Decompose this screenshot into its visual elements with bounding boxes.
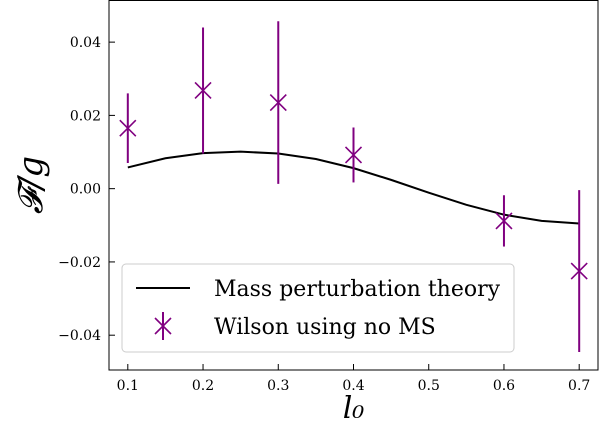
legend-label-wilson: Wilson using no MS [214,315,436,340]
x-tick-label: 0.4 [342,378,364,394]
wilson-data-point [570,190,588,353]
y-tick-label: 0.02 [70,108,101,124]
x-tick-label: 0.5 [418,378,440,394]
x-marker [570,262,588,280]
x-tick-label: 0.3 [267,378,289,394]
x-marker [269,94,287,112]
plot-area: 0.1 0.2 0.3 0.4 0.5 0.6 0.7 −0.04 −0.02 0.00 0.02 0… [58,0,599,394]
x-marker [119,119,137,137]
y-tick-label: 0.00 [70,182,101,198]
y-tick-label: −0.02 [58,255,101,271]
legend-errorbar-swatch [154,312,172,340]
wilson-data-point [495,195,513,247]
plot-frame [108,0,599,371]
y-axis-label: 𝓕/g [11,156,51,214]
y-tick-label: 0.04 [70,35,101,51]
legend: Mass perturbation theory Wilson using no… [121,263,515,353]
x-marker [495,212,513,230]
x-marker [344,146,363,164]
x-tick-label: 0.6 [493,378,515,394]
legend-box [121,263,515,353]
legend-x-marker [154,317,172,335]
x-axis-label: l₀ [343,391,365,426]
wilson-data-point [119,93,137,164]
wilson-data-point [344,127,363,183]
legend-label-mass-perturbation: Mass perturbation theory [214,277,501,302]
error-layer [119,21,588,353]
x-marker [194,81,212,100]
x-tick-label: 0.1 [117,378,139,394]
y-tick-label: −0.04 [58,328,101,344]
x-tick-label: 0.2 [192,378,214,394]
wilson-data-point [194,27,212,154]
x-tick-label: 0.7 [568,378,590,394]
wilson-data-point [269,21,287,184]
tick-layer: 0.1 0.2 0.3 0.4 0.5 0.6 0.7 −0.04 −0.02 0.00 0.02 0… [58,35,590,394]
